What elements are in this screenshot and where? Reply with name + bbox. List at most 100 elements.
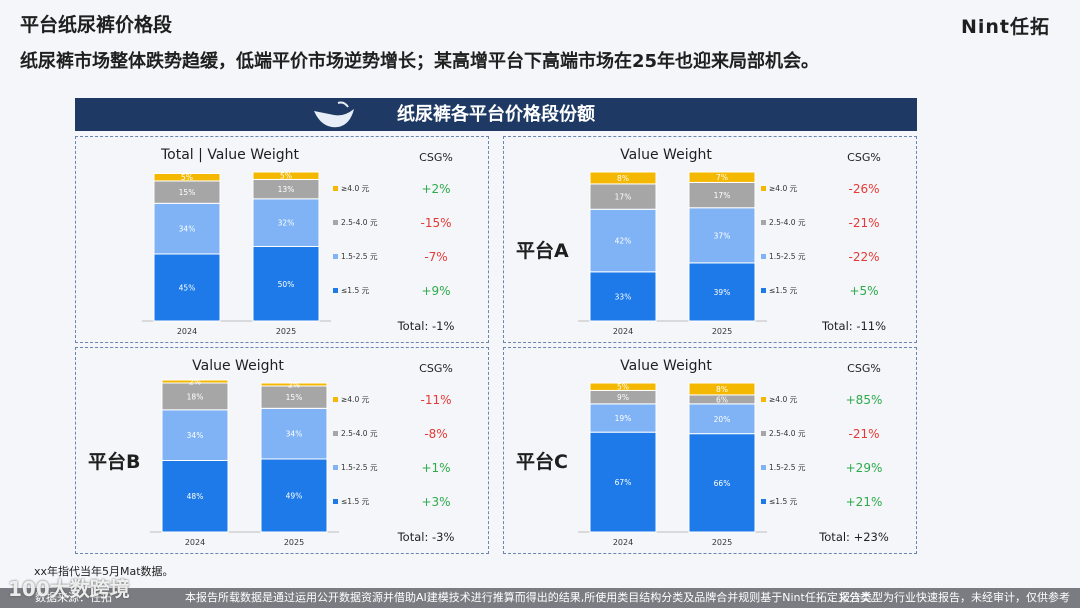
data-label: 17% (615, 193, 632, 202)
csg-value: +29% (846, 461, 883, 475)
x-tick-label: 2024 (613, 327, 633, 336)
data-label: 33% (615, 292, 632, 301)
csg-value: +3% (421, 495, 450, 509)
csg-value: +1% (421, 461, 450, 475)
data-label: 2% (189, 378, 201, 387)
x-tick-label: 2025 (712, 538, 732, 547)
csg-value: -22% (848, 250, 879, 264)
csg-value: +5% (849, 284, 878, 298)
data-label: 9% (617, 393, 629, 402)
x-tick-label: 2025 (712, 327, 732, 336)
bar-segment (161, 382, 229, 411)
bar-segment (688, 181, 756, 209)
csg-header: CSG% (419, 362, 453, 375)
csg-value: -15% (420, 216, 451, 230)
legend-swatch (761, 465, 766, 470)
csg-value: -8% (424, 427, 447, 441)
data-label: 49% (286, 491, 303, 500)
platform-label: 平台C (516, 450, 568, 473)
data-label: 34% (187, 431, 204, 440)
data-label: 7% (716, 173, 728, 182)
legend-swatch (761, 220, 766, 225)
csg-value: -21% (848, 427, 879, 441)
data-label: 8% (617, 174, 629, 183)
banner-decoration-graphic (314, 101, 354, 128)
csg-header: CSG% (847, 151, 881, 164)
stacked-bar-chart: Value Weight 平台C 67% 19% 9%5% 2024 66% 20% 6%8% 2… (516, 358, 889, 547)
bar-segment (260, 407, 328, 460)
legend-swatch (761, 186, 766, 191)
legend-swatch (761, 254, 766, 259)
data-label: 19% (615, 414, 632, 423)
data-label: 5% (280, 172, 292, 181)
csg-value: +85% (846, 393, 883, 407)
legend-label: 1.5-2.5 元 (769, 463, 806, 472)
data-label: 20% (714, 415, 731, 424)
page-subtitle: 纸尿裤市场整体跌势趋缓，低端平价市场逆势增长；某高增平台下高端市场在25年也迎来… (20, 51, 820, 72)
bar-segment (688, 382, 756, 396)
data-label: 42% (615, 237, 632, 246)
bar-segment (589, 382, 657, 391)
footer-report-type: 报告类型为行业快速报告，未经审计，仅供参考 (839, 591, 1070, 604)
chart-panel-platform-c: Value Weight 平台C 67% 19% 9% 5% 2024 66% 20% 6% 8% 2… (503, 347, 917, 554)
csg-value: +9% (421, 284, 450, 298)
footnote: xx年指代当年5月Mat数据。 (34, 565, 174, 578)
data-label: 67% (615, 478, 632, 487)
bar-segment (589, 183, 657, 210)
footer-bar: 数据来源：任拓 本报告所载数据是通过运用公开数据资源并借助AI建模技术进行推算而… (0, 588, 1080, 608)
bar-segment (161, 379, 229, 384)
bar-segment (589, 171, 657, 185)
legend-label: 2.5-4.0 元 (341, 218, 378, 227)
x-tick-label: 2024 (613, 538, 633, 547)
bar-segment (153, 172, 221, 182)
legend-swatch (333, 254, 338, 259)
page-title: 平台纸尿裤价格段 (20, 14, 173, 36)
legend-swatch (333, 431, 338, 436)
data-label: 15% (179, 188, 196, 197)
bar-segment (252, 198, 320, 247)
data-label: 34% (286, 430, 303, 439)
legend-label: ≤1.5 元 (769, 497, 798, 506)
stacked-bar-chart: Value Weight 平台A 33% 42% 17% 8% 2024 39% 37% 17% 7… (516, 147, 886, 336)
stacked-bar-chart: Value Weight 平台B 48% 34% 18% 2% 2024 49% 34% 15% 2… (88, 358, 454, 547)
footer-disclaimer: 本报告所载数据是通过运用公开数据资源并借助AI建模技术进行推算而得出的结果,所使… (185, 591, 882, 604)
data-label: 37% (714, 231, 731, 240)
chart-panel-platform-b: Value Weight 平台B 48% 34% 18% 2% 2024 49% 34% 15% 2… (75, 347, 489, 554)
bar-segment (260, 382, 328, 387)
bar-segment (260, 458, 328, 533)
x-tick-label: 2024 (177, 327, 197, 336)
chart-panel-platform-a: Value Weight 平台A 33% 42% 17% 8% 2024 39% 37% 17% 7… (503, 136, 917, 343)
legend-swatch (333, 499, 338, 504)
data-label: 32% (278, 219, 295, 228)
legend-swatch (333, 288, 338, 293)
legend-label: 1.5-2.5 元 (341, 252, 378, 261)
total-growth: Total: +23% (818, 530, 889, 544)
chart-title: Value Weight (620, 358, 712, 374)
legend-swatch (761, 288, 766, 293)
bar-segment (252, 171, 320, 180)
platform-label: 平台A (516, 239, 569, 262)
legend-label: ≥4.0 元 (341, 395, 370, 404)
csg-value: -7% (424, 250, 447, 264)
bar-segment (688, 171, 756, 183)
csg-value: -26% (848, 182, 879, 196)
legend-label: 2.5-4.0 元 (769, 218, 806, 227)
legend-swatch (761, 431, 766, 436)
bar-segment (153, 202, 221, 255)
data-label: 2% (288, 380, 300, 389)
legend-swatch (761, 397, 766, 402)
chart-banner: 纸尿裤各平台价格段份额 (75, 98, 917, 131)
data-label: 13% (278, 185, 295, 194)
bar-segment (589, 271, 657, 322)
chart-panel-total: Total | Value Weight 45% 34% 15% 5% 2024 50% 32… (75, 136, 489, 343)
data-label: 18% (187, 392, 204, 401)
watermark: 100大数跨境 (8, 577, 130, 601)
data-label: 50% (278, 280, 295, 289)
bar-segment (589, 208, 657, 273)
legend-label: 2.5-4.0 元 (341, 429, 378, 438)
data-label: 8% (716, 385, 728, 394)
data-label: 34% (179, 225, 196, 234)
x-tick-label: 2025 (276, 327, 296, 336)
legend-label: ≥4.0 元 (341, 184, 370, 193)
data-label: 17% (714, 191, 731, 200)
